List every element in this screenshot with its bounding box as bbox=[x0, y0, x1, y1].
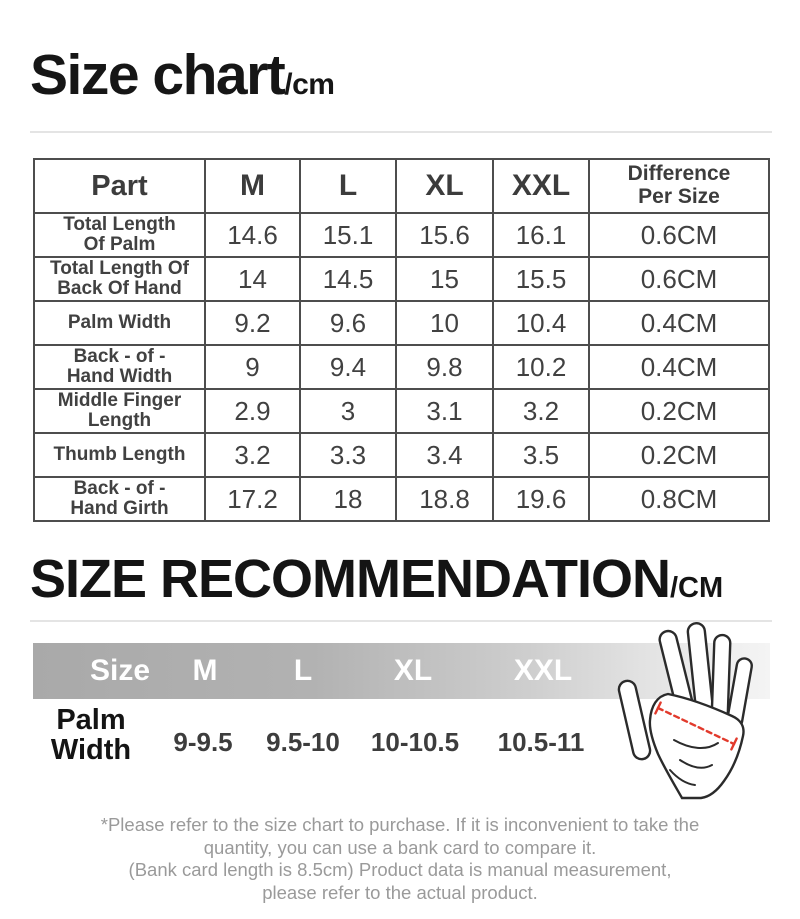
size-recommendation-title-text: SIZE RECOMMENDATION bbox=[30, 549, 671, 609]
table-row: Total Length Of Palm 14.6 15.1 15.6 16.1… bbox=[33, 212, 770, 258]
rec-value-l: 9.5-10 bbox=[266, 727, 340, 757]
value-cell: 17.2 bbox=[204, 476, 301, 522]
size-recommendation-unit: /CM bbox=[670, 572, 724, 604]
column-header-l: L bbox=[299, 158, 397, 214]
value-cell: 9.6 bbox=[299, 300, 397, 346]
difference-cell: 0.4CM bbox=[588, 344, 770, 390]
column-header-xl: XL bbox=[395, 158, 494, 214]
column-header-part: Part bbox=[33, 158, 206, 214]
value-cell: 15 bbox=[395, 256, 494, 302]
rec-value-xxl: 10.5-11 bbox=[497, 727, 585, 757]
value-cell: 18.8 bbox=[395, 476, 494, 522]
value-cell: 14.6 bbox=[204, 212, 301, 258]
value-cell: 10 bbox=[395, 300, 494, 346]
table-row: Palm Width 9.2 9.6 10 10.4 0.4CM bbox=[33, 300, 770, 346]
table-row: Middle Finger Length 2.9 3 3.1 3.2 0.2CM bbox=[33, 388, 770, 434]
palm-width-measure-line bbox=[654, 701, 738, 751]
value-cell: 3.2 bbox=[204, 432, 301, 478]
value-cell: 3.3 bbox=[299, 432, 397, 478]
value-cell: 10.4 bbox=[492, 300, 590, 346]
difference-cell: 0.8CM bbox=[588, 476, 770, 522]
value-cell: 10.2 bbox=[492, 344, 590, 390]
column-header-m: M bbox=[204, 158, 301, 214]
table-header-row: Part M L XL XXL Difference Per Size bbox=[33, 158, 770, 214]
part-cell: Thumb Length bbox=[33, 432, 206, 478]
part-cell: Back - of - Hand Girth bbox=[33, 476, 206, 522]
size-chart-title: Size chart/cm bbox=[30, 42, 335, 108]
value-cell: 19.6 bbox=[492, 476, 590, 522]
table-row: Thumb Length 3.2 3.3 3.4 3.5 0.2CM bbox=[33, 432, 770, 478]
hand-palm-illustration bbox=[617, 622, 753, 800]
value-cell: 9.8 bbox=[395, 344, 494, 390]
value-cell: 9.2 bbox=[204, 300, 301, 346]
difference-cell: 0.6CM bbox=[588, 256, 770, 302]
rec-value-m: 9-9.5 bbox=[173, 727, 233, 757]
value-cell: 3.2 bbox=[492, 388, 590, 434]
divider-line bbox=[30, 131, 772, 133]
size-recommendation-title: SIZE RECOMMENDATION/CM bbox=[30, 548, 723, 610]
value-cell: 16.1 bbox=[492, 212, 590, 258]
size-chart-unit: /cm bbox=[284, 68, 335, 101]
value-cell: 15.6 bbox=[395, 212, 494, 258]
part-cell: Palm Width bbox=[33, 300, 206, 346]
column-header-difference: Difference Per Size bbox=[588, 158, 770, 214]
table-row: Back - of - Hand Girth 17.2 18 18.8 19.6… bbox=[33, 476, 770, 522]
rec-header-xl: XL bbox=[393, 654, 433, 687]
hand-outline-icon bbox=[617, 622, 753, 800]
recommendation-header-bar: Size M L XL XXL bbox=[33, 643, 770, 699]
value-cell: 15.5 bbox=[492, 256, 590, 302]
column-header-xxl: XXL bbox=[492, 158, 590, 214]
divider-line bbox=[30, 620, 772, 622]
value-cell: 15.1 bbox=[299, 212, 397, 258]
value-cell: 3.4 bbox=[395, 432, 494, 478]
value-cell: 3.1 bbox=[395, 388, 494, 434]
part-cell: Middle Finger Length bbox=[33, 388, 206, 434]
rec-row-label: Palm Width bbox=[50, 704, 132, 766]
value-cell: 14.5 bbox=[299, 256, 397, 302]
rec-header-size: Size bbox=[90, 654, 151, 687]
rec-header-xxl: XXL bbox=[513, 654, 573, 687]
value-cell: 9.4 bbox=[299, 344, 397, 390]
part-cell: Total Length Of Palm bbox=[33, 212, 206, 258]
rec-header-m: M bbox=[192, 654, 218, 687]
value-cell: 3.5 bbox=[492, 432, 590, 478]
value-cell: 18 bbox=[299, 476, 397, 522]
difference-cell: 0.4CM bbox=[588, 300, 770, 346]
part-cell: Back - of - Hand Width bbox=[33, 344, 206, 390]
size-chart-title-text: Size chart bbox=[30, 43, 286, 107]
palm-crease-lines bbox=[669, 739, 719, 786]
table-row: Total Length Of Back Of Hand 14 14.5 15 … bbox=[33, 256, 770, 302]
difference-cell: 0.2CM bbox=[588, 432, 770, 478]
value-cell: 3 bbox=[299, 388, 397, 434]
value-cell: 9 bbox=[204, 344, 301, 390]
value-cell: 14 bbox=[204, 256, 301, 302]
table-row: Back - of - Hand Width 9 9.4 9.8 10.2 0.… bbox=[33, 344, 770, 390]
difference-cell: 0.2CM bbox=[588, 388, 770, 434]
rec-value-xl: 10-10.5 bbox=[370, 727, 460, 757]
rec-header-l: L bbox=[293, 654, 313, 687]
part-cell: Total Length Of Back Of Hand bbox=[33, 256, 206, 302]
size-chart-table: Part M L XL XXL Difference Per Size Tota… bbox=[33, 158, 770, 522]
value-cell: 2.9 bbox=[204, 388, 301, 434]
difference-cell: 0.6CM bbox=[588, 212, 770, 258]
footnote-text: *Please refer to the size chart to purch… bbox=[100, 814, 700, 903]
